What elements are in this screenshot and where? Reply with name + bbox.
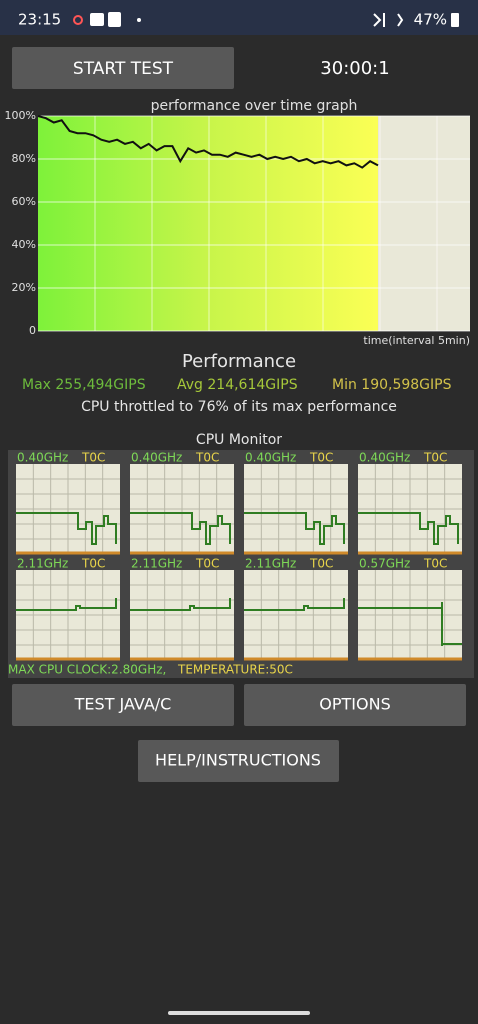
y-tick-label: 80% (12, 152, 36, 165)
core-freq-line (16, 512, 117, 545)
perf-min: Min 190,598GIPS (332, 377, 452, 393)
core-freq: 2.11GHz (131, 557, 182, 571)
core-temp: T0C (195, 557, 219, 571)
status-icon (90, 13, 104, 26)
status-icons (373, 13, 404, 27)
throttle-text: CPU throttled to 76% of its max performa… (81, 399, 397, 415)
core-freq-line (244, 598, 345, 611)
performance-line (37, 115, 379, 169)
core-freq-line (130, 512, 231, 545)
performance-heading: Performance (182, 351, 296, 372)
y-tick-label: 20% (12, 281, 36, 294)
status-time: 23:15 (18, 11, 61, 29)
core-freq-line (358, 512, 459, 545)
help-button[interactable] (138, 740, 339, 782)
core-freq: 2.11GHz (17, 557, 68, 571)
core-temp: T0C (81, 557, 105, 571)
core-freq-line (130, 598, 231, 611)
core-temp: T0C (195, 451, 219, 465)
start-button-label: START TEST (73, 59, 174, 79)
graph-title: performance over time graph (151, 98, 358, 114)
test-button-label: TEST JAVA/C (74, 695, 172, 714)
status-icon (73, 15, 83, 25)
cpu-monitor-title: CPU Monitor (196, 432, 282, 448)
timer: 30:00:1 (320, 58, 389, 79)
core-freq: 0.40GHz (359, 451, 410, 465)
core-freq: 0.57GHz (359, 557, 410, 571)
start-button[interactable] (12, 47, 234, 89)
plot-fill (38, 116, 378, 331)
status-dot (137, 18, 141, 22)
core-freq-line (16, 598, 117, 611)
y-tick-label: 40% (12, 238, 36, 251)
y-tick-label: 60% (12, 195, 36, 208)
test-button[interactable] (12, 684, 234, 726)
help-button-label: HELP/INSTRUCTIONS (155, 751, 321, 770)
status-battery: 47% (414, 11, 447, 29)
perf-max: Max 255,494GIPS (22, 377, 146, 393)
core-temp: T0C (309, 557, 333, 571)
core-freq: 2.11GHz (245, 557, 296, 571)
core-freq-line (244, 512, 345, 545)
options-button[interactable] (244, 684, 466, 726)
core-temp: T0C (423, 557, 447, 571)
core-temp: T0C (423, 451, 447, 465)
x-axis-label: time(interval 5min) (363, 334, 470, 347)
core-freq: 0.40GHz (245, 451, 296, 465)
status-bar (0, 0, 478, 35)
core-freq: 0.40GHz (17, 451, 68, 465)
max-clock: MAX CPU CLOCK:2.80GHz, (8, 663, 166, 677)
y-tick-label: 100% (5, 109, 36, 122)
core-freq: 0.40GHz (131, 451, 182, 465)
perf-avg: Avg 214,614GIPS (177, 377, 298, 393)
status-icon (108, 12, 121, 27)
core-temp: T0C (309, 451, 333, 465)
temperature: TEMPERATURE:50C (177, 663, 293, 677)
core-temp: T0C (81, 451, 105, 465)
core-freq-line (358, 602, 462, 646)
nav-handle (168, 1011, 310, 1015)
y-tick-label: 0 (29, 324, 36, 337)
options-button-label: OPTIONS (319, 695, 390, 714)
battery-icon (451, 13, 459, 27)
